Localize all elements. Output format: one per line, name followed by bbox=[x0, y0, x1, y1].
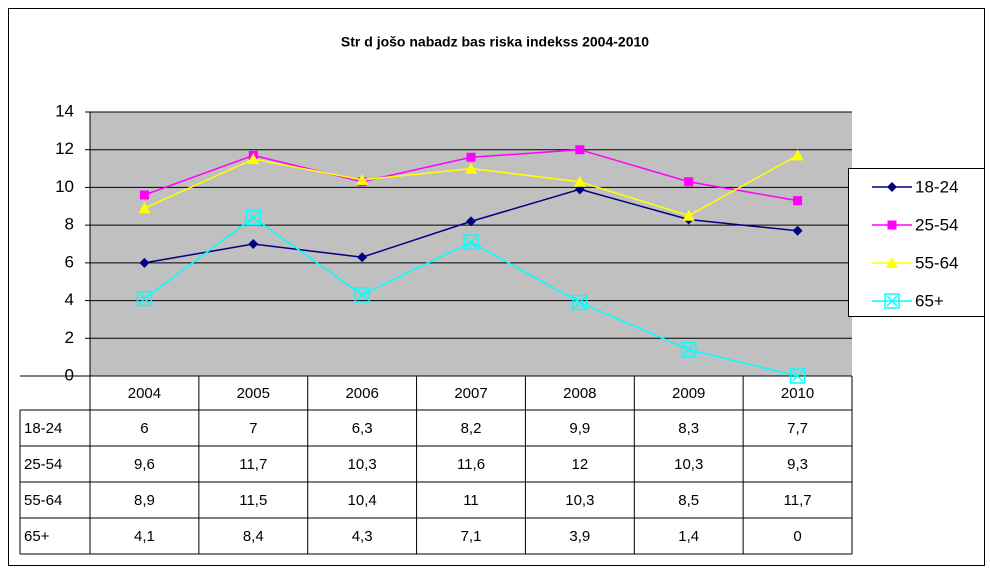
x-tick-label: 2009 bbox=[672, 385, 705, 402]
marker bbox=[574, 184, 585, 195]
y-tick-label: 6 bbox=[65, 252, 74, 271]
table-cell: 10,4 bbox=[348, 492, 377, 509]
x-tick-label: 2006 bbox=[345, 385, 378, 402]
x-tick-label: 2004 bbox=[128, 385, 161, 402]
table-cell: 8,5 bbox=[678, 492, 699, 509]
table-cell: 10,3 bbox=[674, 456, 703, 473]
marker bbox=[680, 341, 697, 358]
table-cell: 4,3 bbox=[352, 528, 373, 545]
table-cell: 8,2 bbox=[461, 420, 482, 437]
plot-area bbox=[90, 112, 852, 376]
y-tick-label: 0 bbox=[65, 365, 74, 384]
table-cell: 9,9 bbox=[569, 420, 590, 437]
marker bbox=[789, 368, 806, 384]
table-cell: 9,3 bbox=[787, 456, 808, 473]
table-cell: 8,4 bbox=[243, 528, 264, 545]
x-tick-label: 2007 bbox=[454, 385, 487, 402]
marker bbox=[884, 293, 900, 309]
table-cell: 7,7 bbox=[787, 420, 808, 437]
table-cell: 11,5 bbox=[239, 492, 267, 509]
marker bbox=[684, 177, 694, 187]
marker bbox=[466, 152, 476, 162]
table-cell: 11 bbox=[463, 492, 479, 509]
marker bbox=[572, 294, 588, 311]
table-cell: 12 bbox=[572, 456, 589, 473]
marker bbox=[573, 175, 586, 187]
table-cell: 4,1 bbox=[134, 528, 155, 545]
legend-label: 25-54 bbox=[915, 215, 958, 234]
chart-title: Str d jošo nabadz bas riska indekss 2004… bbox=[341, 34, 649, 50]
marker bbox=[466, 216, 476, 227]
legend-label: 55-64 bbox=[915, 253, 958, 272]
y-tick-label: 2 bbox=[65, 328, 74, 347]
marker bbox=[248, 239, 259, 249]
marker bbox=[886, 257, 898, 268]
x-tick-label: 2010 bbox=[781, 385, 814, 402]
marker bbox=[682, 209, 695, 221]
table-cell: 7,1 bbox=[461, 528, 482, 545]
legend-label: 65+ bbox=[915, 291, 944, 310]
marker bbox=[792, 225, 803, 236]
y-tick-label: 8 bbox=[65, 215, 74, 234]
table-cell: 11,6 bbox=[457, 456, 485, 473]
table-cell: 6 bbox=[140, 420, 148, 437]
table-cell: 10,3 bbox=[348, 456, 377, 473]
y-tick-label: 4 bbox=[65, 290, 74, 309]
marker bbox=[357, 252, 368, 263]
marker bbox=[245, 209, 262, 226]
marker bbox=[139, 190, 149, 200]
table-cell: 10,3 bbox=[565, 492, 594, 509]
marker bbox=[354, 287, 370, 303]
table-row-label: 55-64 bbox=[24, 492, 62, 509]
marker bbox=[465, 162, 477, 174]
marker bbox=[356, 173, 369, 185]
y-tick-label: 14 bbox=[55, 101, 74, 120]
marker bbox=[136, 290, 153, 307]
table-cell: 0 bbox=[793, 528, 801, 545]
legend-box bbox=[848, 168, 985, 317]
x-tick-label: 2005 bbox=[237, 385, 270, 402]
table-cell: 9,6 bbox=[134, 456, 155, 473]
table-cell: 8,9 bbox=[134, 492, 155, 509]
marker bbox=[793, 196, 803, 206]
marker bbox=[138, 202, 151, 214]
marker bbox=[247, 153, 260, 165]
table-row-label: 65+ bbox=[24, 528, 50, 545]
x-tick-label: 2008 bbox=[563, 385, 596, 402]
table-cell: 6,3 bbox=[352, 420, 373, 437]
table-cell: 7 bbox=[249, 420, 257, 437]
legend-label: 18-24 bbox=[915, 177, 958, 196]
table-cell: 11,7 bbox=[239, 456, 267, 473]
marker bbox=[887, 220, 897, 230]
marker bbox=[139, 257, 150, 268]
table-row-label: 25-54 bbox=[24, 456, 62, 473]
marker bbox=[575, 145, 585, 155]
table-row-label: 18-24 bbox=[24, 420, 62, 437]
table-cell: 3,9 bbox=[569, 528, 590, 545]
y-tick-label: 12 bbox=[55, 139, 74, 158]
table-cell: 8,3 bbox=[678, 420, 699, 437]
table-cell: 1,4 bbox=[678, 528, 699, 545]
table-cell: 11,7 bbox=[784, 492, 812, 509]
y-tick-label: 10 bbox=[55, 177, 74, 196]
marker bbox=[791, 149, 804, 161]
marker bbox=[887, 182, 897, 192]
marker bbox=[463, 234, 479, 250]
